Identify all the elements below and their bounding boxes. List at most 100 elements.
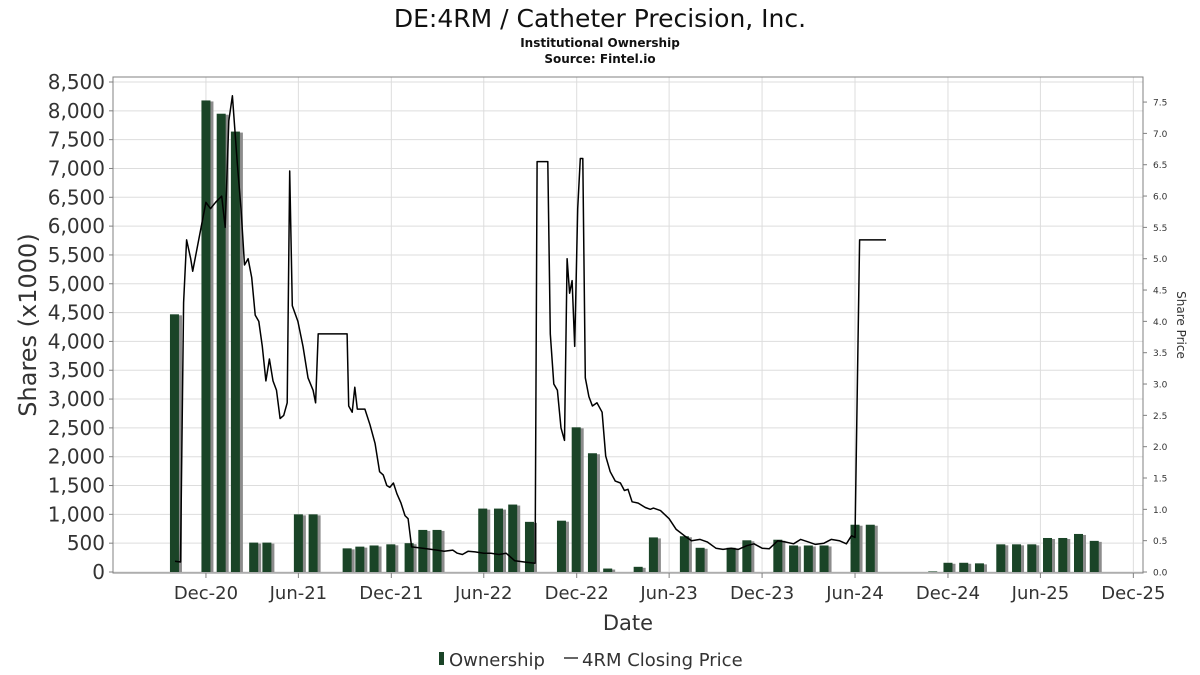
y-tick-label: 5,000	[48, 272, 105, 296]
ownership-bar	[819, 545, 829, 572]
x-tick-label: Jun-23	[639, 583, 698, 604]
ownership-bar	[587, 453, 597, 572]
y2-tick-label: 3.0	[1153, 381, 1168, 391]
ownership-bar	[1089, 540, 1099, 572]
y2-tick-label: 7.5	[1153, 99, 1167, 109]
ownership-bar	[974, 563, 984, 572]
y-tick-label: 1,000	[48, 502, 105, 526]
chart-subtitle: Institutional Ownership	[520, 36, 680, 50]
y2-tick-label: 4.0	[1153, 318, 1168, 328]
x-axis-label: Date	[603, 611, 653, 635]
chart-title: DE:4RM / Catheter Precision, Inc.	[394, 4, 806, 33]
ownership-bar	[432, 529, 442, 572]
y-axis-left: 0 500 1,000 1,500 2,000 2,500 3,000 3,500 4,000 4…	[48, 70, 113, 584]
y2-tick-label: 2.5	[1153, 412, 1167, 422]
ownership-bar	[603, 568, 613, 572]
ownership-bar	[1073, 533, 1083, 572]
y-tick-label: 2,000	[48, 445, 105, 469]
ownership-bar	[959, 562, 969, 572]
y-tick-label: 5,500	[48, 243, 105, 267]
legend-ownership-label: Ownership	[449, 650, 545, 671]
ownership-bar	[478, 508, 488, 572]
ownership-bar	[1043, 537, 1053, 572]
y-tick-label: 8,000	[48, 99, 105, 123]
y2-tick-label: 4.5	[1153, 287, 1167, 297]
ownership-bar	[850, 524, 860, 572]
y-tick-label: 1,500	[48, 474, 105, 498]
ownership-bar	[293, 514, 303, 572]
y2-tick-label: 1.0	[1153, 506, 1168, 516]
ownership-bar	[201, 100, 211, 573]
y-tick-label: 3,000	[48, 387, 105, 411]
ownership-bar	[996, 544, 1006, 572]
y-tick-label: 6,500	[48, 185, 105, 209]
y-tick-label: 0	[92, 560, 105, 584]
ownership-bar	[342, 548, 352, 572]
y-tick-label: 8,500	[48, 70, 105, 94]
y2-tick-label: 0.5	[1153, 537, 1167, 547]
y-tick-label: 7,500	[48, 128, 105, 152]
ownership-bar	[169, 314, 179, 572]
ownership-bar	[726, 547, 736, 572]
legend-price-label: 4RM Closing Price	[582, 650, 743, 671]
ownership-bar	[556, 520, 566, 572]
ownership-bar	[524, 521, 534, 572]
x-tick-label: Dec-22	[545, 583, 609, 604]
price-line	[174, 95, 886, 564]
y2-tick-label: 0.0	[1153, 569, 1168, 579]
y2-tick-label: 2.0	[1153, 443, 1168, 453]
y2-tick-label: 6.0	[1153, 193, 1168, 203]
ownership-bar	[262, 542, 272, 572]
ownership-bar	[418, 529, 428, 572]
legend: Ownership 4RM Closing Price	[439, 650, 743, 671]
ownership-bar	[1027, 544, 1037, 572]
y-tick-label: 3,500	[48, 358, 105, 382]
legend-ownership-swatch	[439, 652, 444, 665]
y2-tick-label: 1.5	[1153, 475, 1167, 485]
ownership-bar	[633, 566, 643, 572]
ownership-bar	[695, 547, 705, 572]
x-tick-label: Dec-23	[730, 583, 794, 604]
y-tick-label: 6,000	[48, 214, 105, 238]
ownership-bar	[943, 562, 953, 572]
y2-axis-label: Share Price	[1174, 291, 1188, 359]
ownership-bar	[1058, 537, 1068, 572]
ownership-bar	[571, 427, 581, 572]
y-tick-label: 4,500	[48, 301, 105, 325]
ownership-bar	[355, 546, 365, 572]
ownership-bar	[404, 543, 414, 572]
x-tick-label: Dec-20	[174, 583, 238, 604]
y2-tick-label: 3.5	[1153, 349, 1167, 359]
y2-tick-label: 7.0	[1153, 130, 1168, 140]
y-tick-label: 500	[67, 531, 105, 555]
y-tick-label: 2,500	[48, 416, 105, 440]
x-axis: Dec-20 Jun-21 Dec-21 Jun-22 Dec-22 Jun-23 Dec-…	[174, 573, 1165, 604]
plot-frame	[112, 76, 1144, 574]
ownership-bar	[230, 131, 240, 572]
x-tick-label: Jun-25	[1011, 583, 1070, 604]
y2-tick-label: 6.5	[1153, 161, 1167, 171]
y-axis-right: 0.0 0.5 1.0 1.5 2.0 2.5 3.0 3.5 4.0 4.5 5.0 5.5 6.0 6…	[1143, 99, 1168, 579]
ownership-bar	[493, 508, 503, 572]
x-tick-label: Jun-24	[825, 583, 884, 604]
ownership-bar	[648, 537, 658, 572]
ownership-bar	[308, 514, 318, 572]
price-line-group	[174, 95, 886, 564]
ownership-bar	[508, 504, 518, 572]
ownership-bar	[386, 544, 396, 572]
y-axis-label: Shares (x1000)	[14, 233, 42, 416]
ownership-bar	[742, 540, 752, 572]
ownership-bar	[679, 536, 689, 572]
x-tick-label: Dec-25	[1101, 583, 1165, 604]
ownership-bar	[789, 545, 799, 572]
y2-tick-label: 5.5	[1153, 224, 1167, 234]
ownership-bar	[928, 571, 938, 572]
x-tick-label: Dec-21	[359, 583, 423, 604]
chart-source: Source: Fintel.io	[544, 52, 655, 66]
ownership-bar	[865, 524, 875, 572]
x-tick-label: Jun-21	[269, 583, 328, 604]
grid-lines	[113, 77, 1143, 573]
ownership-bar	[803, 545, 813, 572]
x-tick-label: Dec-24	[916, 583, 980, 604]
